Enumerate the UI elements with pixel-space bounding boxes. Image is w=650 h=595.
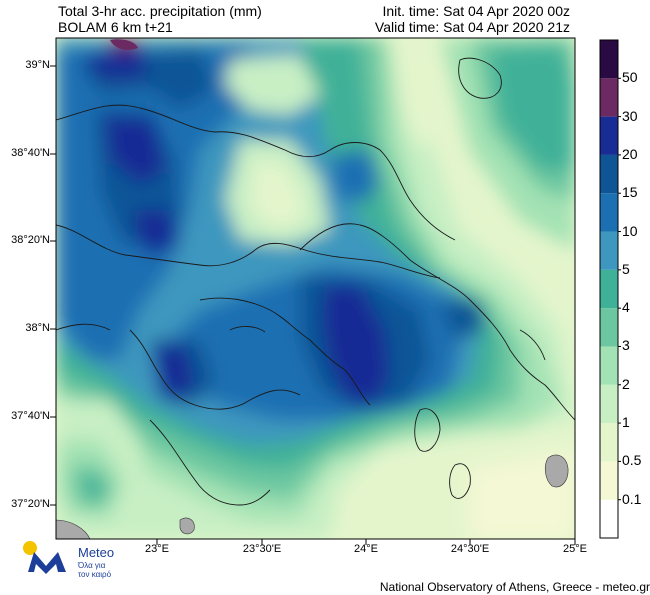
legend-label: 5 — [622, 260, 630, 277]
legend-swatch — [600, 308, 618, 347]
logo-tagline: Όλα για — [78, 561, 106, 570]
axis-ticks — [50, 65, 576, 545]
legend-frame — [599, 39, 619, 539]
legend-swatch — [600, 78, 618, 117]
legend-swatch — [600, 384, 618, 424]
lat-label: 39°N — [25, 59, 50, 71]
legend-label: 1 — [622, 414, 630, 431]
legend-label: 20 — [622, 145, 638, 162]
legend-swatch — [600, 116, 618, 155]
model-run-label: BOLAM 6 km t+21 — [58, 19, 173, 35]
legend-label: 10 — [622, 222, 638, 239]
legend-swatch — [600, 193, 618, 232]
lat-label: 37°40'N — [11, 410, 50, 422]
legend-label: 3 — [622, 337, 630, 354]
legend-label: 0.1 — [622, 490, 642, 507]
lat-label: 38°N — [25, 322, 50, 334]
legend-swatch — [600, 231, 618, 270]
lat-label: 38°40'N — [11, 147, 50, 159]
legend-label: 0.5 — [622, 452, 642, 469]
map-frame — [55, 37, 576, 540]
legend-label: 2 — [622, 375, 630, 392]
legend-label: 4 — [622, 299, 630, 316]
lon-label: 24°30'E — [450, 543, 490, 555]
lon-label: 25°E — [563, 543, 587, 555]
islands — [55, 39, 569, 540]
lat-label: 37°20'N — [11, 498, 50, 510]
legend-swatch — [600, 346, 618, 385]
legend-swatch — [600, 499, 618, 538]
legend-swatch — [600, 269, 618, 309]
meteo-logo-icon — [23, 541, 66, 574]
legend-swatch — [600, 40, 618, 79]
legend-label: 30 — [622, 107, 638, 124]
legend-label: 50 — [622, 69, 638, 86]
coastlines — [56, 57, 575, 506]
legend-swatch — [600, 461, 618, 500]
legend-swatch — [600, 423, 618, 462]
lon-label: 24°E — [354, 543, 378, 555]
footer-credit: National Observatory of Athens, Greece -… — [379, 580, 650, 594]
init-time: Init. time: Sat 04 Apr 2020 00z — [382, 3, 570, 19]
lon-label: 23°30'E — [242, 543, 282, 555]
precipitation-field — [56, 38, 575, 539]
lat-label: 38°20'N — [11, 234, 50, 246]
map-title: Total 3-hr acc. precipitation (mm) — [58, 3, 262, 19]
valid-time: Valid time: Sat 04 Apr 2020 21z — [374, 19, 570, 35]
legend-swatch — [600, 154, 618, 194]
legend-label: 15 — [622, 184, 638, 201]
logo-tagline: τον καιρό — [78, 570, 112, 579]
lon-label: 23°E — [145, 543, 169, 555]
legend-colorbar — [599, 39, 621, 539]
logo-name: Meteo — [78, 545, 115, 560]
